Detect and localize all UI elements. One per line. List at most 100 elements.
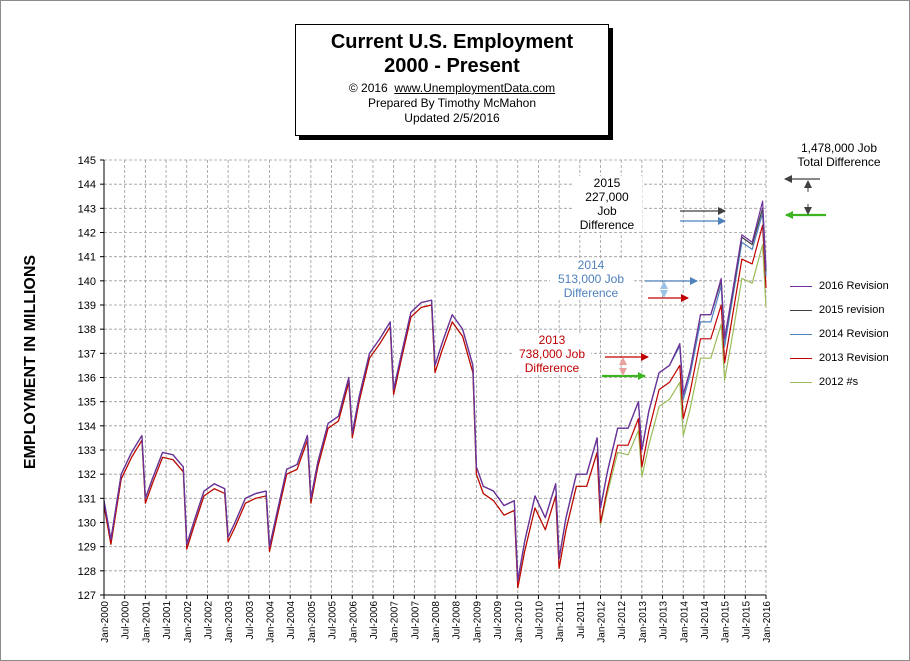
annotation-total-line1: 1,478,000 Job (800, 141, 878, 155)
series-line-0 (103, 200, 767, 582)
x-tick-label: Jan-2001 (141, 601, 152, 643)
legend-label: 2015 revision (819, 304, 885, 316)
annotation-2015-diff: Difference (579, 218, 635, 232)
legend-item: 2015 revision (790, 298, 889, 322)
x-tick-label: Jul-2011 (576, 601, 587, 639)
y-tick-label: 139 (78, 300, 96, 312)
x-tick-label: Jul-2013 (659, 601, 670, 640)
x-tick-label: Jul-2001 (162, 601, 173, 640)
legend-swatch (790, 309, 812, 311)
x-tick-label: Jan-2000 (100, 601, 111, 643)
copyright: © 2016 (348, 81, 388, 95)
annotation-2015-year: 2015 (593, 176, 621, 190)
title-box: Current U.S. Employment 2000 - Present ©… (295, 24, 609, 136)
series-line-3 (103, 224, 767, 589)
y-tick-label: 128 (78, 566, 96, 578)
annotation-2013-value: 738,000 Job (518, 347, 586, 361)
legend-swatch (790, 381, 812, 383)
difference-arrows (602, 175, 826, 380)
legend-label: 2014 Revision (819, 328, 889, 340)
annotation-total-line2: Total Difference (797, 155, 881, 169)
x-tick-label: Jan-2016 (762, 601, 773, 643)
x-tick-label: Jul-2015 (741, 601, 752, 640)
x-tick-label: Jul-2009 (493, 601, 504, 640)
x-tick-label: Jul-2007 (410, 601, 421, 640)
y-tick-label: 127 (78, 590, 96, 602)
x-tick-label: Jan-2003 (224, 601, 235, 643)
x-tick-label: Jul-2012 (617, 601, 628, 640)
x-tick-label: Jan-2006 (348, 601, 359, 643)
annotation-2013-year: 2013 (538, 333, 566, 347)
y-tick-label: 145 (78, 155, 96, 167)
legend-label: 2016 Revision (819, 280, 889, 292)
x-tick-label: Jan-2008 (431, 601, 442, 643)
annotation-2015: 2015 227,000 Job Difference (572, 176, 642, 232)
x-tick-label: Jul-2003 (245, 601, 256, 640)
y-tick-label: 137 (78, 348, 96, 360)
chart-subtitle: 2000 - Present (384, 55, 520, 77)
annotation-2015-job: Job (597, 204, 617, 218)
axes: 127 128 129 130 131 132 133 134 135 136 137 138 139 1… (78, 155, 773, 643)
grid-lines (103, 159, 767, 596)
y-tick-label: 129 (78, 542, 96, 554)
x-tick-label: Jan-2014 (679, 601, 690, 643)
x-tick-label: Jan-2013 (638, 601, 649, 643)
y-tick-label: 143 (78, 203, 96, 215)
annotation-2014-year: 2014 (577, 258, 605, 272)
y-tick-label: 144 (78, 179, 96, 191)
legend-label: 2013 Revision (819, 352, 889, 364)
y-tick-label: 135 (78, 397, 96, 409)
legend-swatch (790, 333, 812, 335)
x-tick-label: Jul-2014 (700, 601, 711, 640)
x-tick-label: Jan-2007 (390, 601, 401, 643)
annotation-2014-value: 513,000 Job (557, 272, 625, 286)
legend-swatch (790, 357, 812, 359)
chart-title: Current U.S. Employment (330, 31, 574, 53)
legend: 2016 Revision 2015 revision 2014 Revisio… (790, 274, 889, 394)
y-tick-label: 130 (78, 518, 96, 530)
x-tick-label: Jan-2002 (183, 601, 194, 643)
x-tick-label: Jul-2005 (328, 601, 339, 640)
annotation-2015-value: 227,000 (585, 190, 629, 204)
series-lines (103, 200, 767, 589)
y-tick-label: 138 (78, 324, 96, 336)
x-tick-label: Jul-2002 (203, 601, 214, 640)
series-line-1 (103, 207, 767, 582)
legend-item: 2014 Revision (790, 322, 889, 346)
legend-item: 2012 #s (790, 370, 889, 394)
y-axis-label: EMPLOYMENT IN MILLIONS (22, 254, 39, 470)
y-tick-label: 136 (78, 373, 96, 385)
y-tick-label: 140 (78, 276, 96, 288)
x-tick-label: Jan-2011 (555, 601, 566, 642)
x-tick-label: Jul-2004 (286, 601, 297, 640)
y-tick-label: 142 (78, 228, 96, 240)
annotation-2013-diff: Difference (524, 361, 580, 375)
x-tick-label: Jul-2010 (534, 601, 545, 640)
y-tick-label: 141 (78, 252, 96, 264)
x-tick-label: Jan-2015 (721, 601, 732, 643)
x-tick-label: Jul-2000 (121, 601, 132, 640)
legend-item: 2013 Revision (790, 346, 889, 370)
annotation-2013: 2013 738,000 Job Difference (513, 333, 591, 375)
y-tick-label: 133 (78, 445, 96, 457)
x-tick-label: Jan-2004 (266, 601, 277, 643)
annotation-2014: 2014 513,000 Job Difference (550, 258, 632, 300)
legend-item: 2016 Revision (790, 274, 889, 298)
y-tick-label: 131 (78, 493, 96, 505)
x-tick-label: Jan-2009 (472, 601, 483, 643)
source-link[interactable]: www.UnemploymentData.com (394, 81, 556, 95)
legend-label: 2012 #s (819, 376, 859, 388)
copyright-line: © 2016 www.UnemploymentData.com (296, 81, 608, 96)
annotation-2014-diff: Difference (563, 286, 619, 300)
y-tick-label: 134 (78, 421, 96, 433)
prepared-by: Prepared By Timothy McMahon (367, 96, 537, 110)
x-tick-label: Jan-2012 (597, 601, 608, 643)
x-tick-label: Jan-2010 (514, 601, 525, 643)
updated-date: Updated 2/5/2016 (404, 111, 500, 125)
x-tick-label: Jul-2006 (369, 601, 380, 640)
legend-swatch (790, 285, 812, 287)
y-tick-label: 132 (78, 469, 96, 481)
x-tick-label: Jan-2005 (307, 601, 318, 643)
x-tick-label: Jul-2008 (452, 601, 463, 640)
